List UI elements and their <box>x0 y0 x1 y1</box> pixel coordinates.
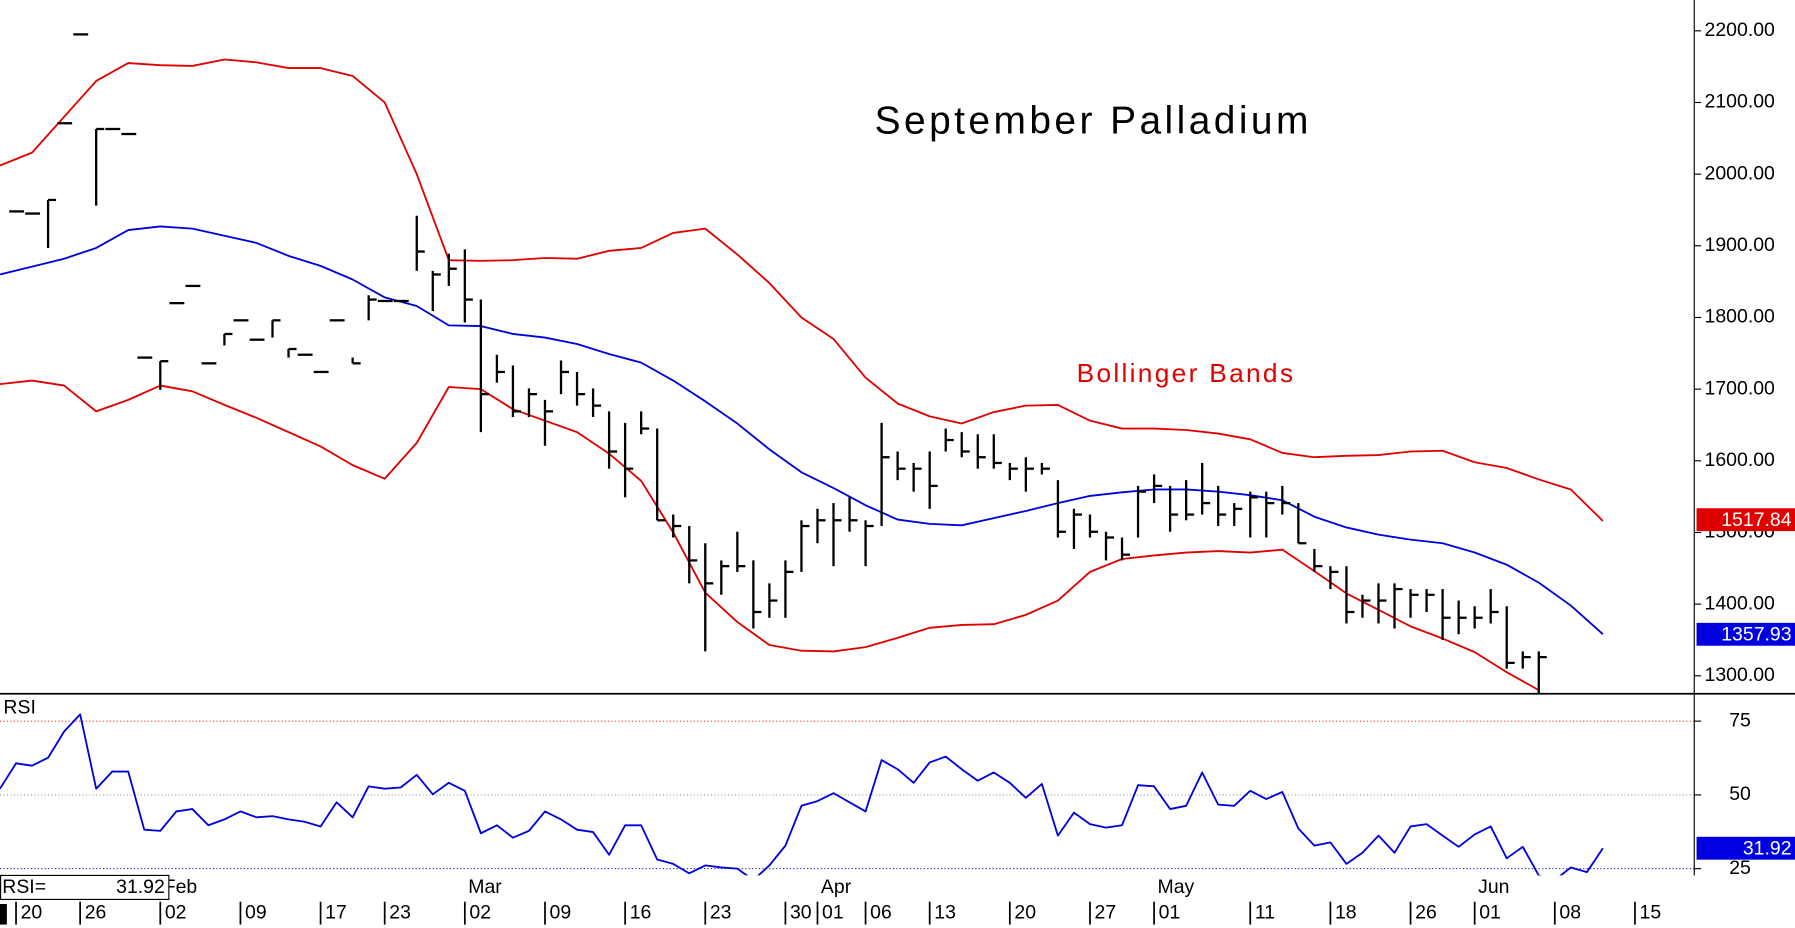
x-tick-label: 23 <box>389 901 411 923</box>
band-line <box>0 58 1604 522</box>
readout-box <box>0 874 170 900</box>
y-tick-label: 2100.00 <box>1705 91 1776 113</box>
y-tick-label: 50 <box>1729 783 1751 805</box>
x-tick-label: 16 <box>630 901 652 923</box>
y-tick-label: 2000.00 <box>1705 162 1776 184</box>
last-value-label: 1517.84 <box>1721 509 1792 531</box>
x-tick-label: 17 <box>325 901 347 923</box>
x-tick-label: 23 <box>710 901 732 923</box>
x-tick-label: 18 <box>1335 901 1357 923</box>
y-tick-label: 1600.00 <box>1705 449 1776 471</box>
month-label: Feb <box>164 876 198 898</box>
x-tick-label: 20 <box>21 901 43 923</box>
x-tick-label: 06 <box>870 901 892 923</box>
x-tick-label: 08 <box>1559 901 1581 923</box>
x-tick-label: 02 <box>165 901 187 923</box>
x-tick-label: 01 <box>822 901 844 923</box>
y-tick-label: 2200.00 <box>1705 19 1776 41</box>
rsi-label: RSI <box>3 697 35 719</box>
x-tick-label: 01 <box>1159 901 1181 923</box>
price-panel <box>0 33 1604 694</box>
axes: 1300.001400.001500.001600.001700.001800.… <box>15 19 1776 925</box>
y-tick-label: 1900.00 <box>1705 234 1776 256</box>
annotation: Bollinger Bands <box>1077 358 1296 388</box>
band-line <box>0 225 1604 635</box>
last-value-tag <box>1696 836 1795 860</box>
y-tick-label: 25 <box>1729 857 1751 879</box>
x-tick-label: 13 <box>934 901 956 923</box>
y-tick-label: 1300.00 <box>1705 664 1776 686</box>
band-line <box>0 379 1540 691</box>
x-tick-label: 09 <box>245 901 267 923</box>
month-label: Mar <box>468 876 502 898</box>
x-tick-label: 15 <box>1640 901 1662 923</box>
x-tick-label: 26 <box>85 901 107 923</box>
x-tick-label: 11 <box>1255 901 1275 923</box>
x-tick-label: 26 <box>1415 901 1437 923</box>
x-tick-label: 30 <box>790 901 812 923</box>
month-label: Apr <box>821 876 852 898</box>
x-tick-label: 01 <box>1479 901 1501 923</box>
y-tick-label: 1400.00 <box>1705 592 1776 614</box>
month-label: Jun <box>1478 876 1509 898</box>
rsi-panel <box>0 713 1695 876</box>
last-value-tag <box>1696 622 1795 646</box>
overlay: 1517.84 1357.93 31.92 RSI= 31.92 <box>0 508 1795 925</box>
y-tick-label: 1700.00 <box>1705 377 1776 399</box>
rsi-line <box>0 713 1604 876</box>
last-value-label: 1357.93 <box>1721 624 1791 646</box>
y-tick-label: 75 <box>1729 709 1751 731</box>
corner-block <box>0 904 7 925</box>
x-tick-label: 09 <box>550 901 572 923</box>
readout-label: RSI= <box>2 876 46 898</box>
x-tick-label: 27 <box>1095 901 1117 923</box>
month-label: May <box>1158 876 1195 898</box>
last-value-tag <box>1696 508 1795 532</box>
last-value-label: 31.92 <box>1743 838 1792 860</box>
chart-title: September Palladium <box>875 100 1312 143</box>
readout-value: 31.92 <box>116 876 165 898</box>
y-tick-label: 1800.00 <box>1705 306 1776 328</box>
x-tick-label: 02 <box>469 901 491 923</box>
x-tick-label: 20 <box>1014 901 1036 923</box>
